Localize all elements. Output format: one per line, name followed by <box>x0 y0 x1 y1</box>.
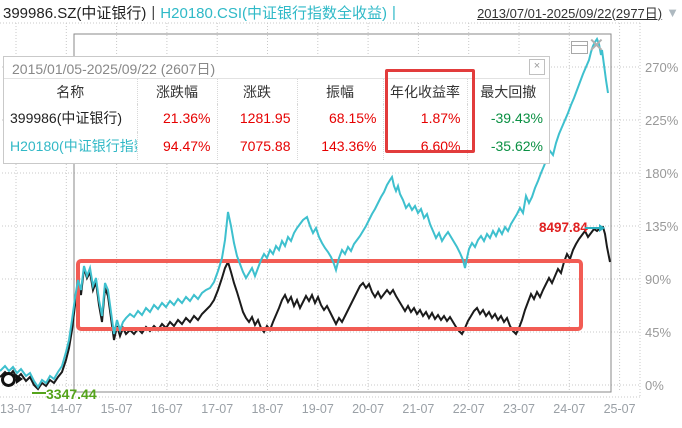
annotation-box <box>76 259 583 331</box>
y-axis-label: 90% <box>645 272 672 287</box>
date-range-picker[interactable]: 2013/07/01-2025/09/22(2977日) ▼ <box>477 3 679 22</box>
peak-arrow-icon <box>599 224 605 232</box>
peak-value-label: 8497.84 <box>539 220 588 235</box>
secondary-symbol-label: H20180.CSI(中证银行指数全收益) <box>160 4 388 22</box>
stat-cell-change: 7075.88 <box>216 132 297 160</box>
stats-panel-title: 2015/01/05-2025/09/22 (2607日) <box>4 57 549 79</box>
stat-cell-max-drawdown: -35.62% <box>466 132 549 160</box>
tooltip-close-icon[interactable]: × <box>529 59 545 75</box>
y-axis-label: 135% <box>645 219 679 234</box>
series-line <box>0 36 609 389</box>
y-axis-label: 45% <box>645 325 672 340</box>
start-value-line <box>32 392 46 394</box>
maximize-icon-bar <box>572 42 587 46</box>
separator: | <box>151 3 156 21</box>
x-axis-label: 17-07 <box>201 402 234 416</box>
x-axis-label: 16-07 <box>150 402 183 416</box>
selection-border <box>73 33 612 393</box>
x-axis-label: 23-07 <box>503 402 535 416</box>
x-axis-label: 15-07 <box>100 402 133 416</box>
x-axis-label: 19-07 <box>301 402 334 416</box>
x-axis-label: 24-07 <box>553 402 586 416</box>
date-range-link[interactable]: 2013/07/01-2025/09/22(2977日) <box>477 5 663 21</box>
stat-column-header: 涨跌幅 <box>136 79 217 104</box>
stat-column-header: 振幅 <box>296 79 383 104</box>
maximize-icon[interactable] <box>571 41 588 54</box>
stat-column-header: 年化收益率 <box>382 79 467 104</box>
y-axis-label: 180% <box>645 166 679 181</box>
stats-panel: 2015/01/05-2025/09/22 (2607日) 名称 涨跌幅 涨跌 振幅年… <box>3 56 550 164</box>
stat-cell-max-drawdown: -39.43% <box>466 104 549 132</box>
separator: | <box>392 3 396 21</box>
primary-symbol-label: 399986.SZ(中证银行) <box>3 4 147 22</box>
x-axis-label: 22-07 <box>452 402 485 416</box>
stat-cell-change: 1281.95 <box>216 104 297 132</box>
x-axis-label: 18-07 <box>251 402 284 416</box>
peak-arrow-line <box>585 227 599 229</box>
y-axis-label: 225% <box>645 113 679 128</box>
range-start-arrow-icon[interactable] <box>16 374 23 384</box>
chevron-down-icon[interactable]: ▼ <box>666 4 679 20</box>
chart-close-icon[interactable]: ✕ <box>588 35 605 57</box>
x-axis-label: 21-07 <box>402 402 435 416</box>
stat-column-header: 涨跌 <box>216 79 297 104</box>
x-axis-label: 14-07 <box>50 402 83 416</box>
x-axis-label: 25-07 <box>603 402 636 416</box>
stat-column-header: 名称 <box>56 84 85 100</box>
x-axis-label: 13-07 <box>0 402 32 416</box>
start-value-label: 3347.44 <box>46 386 97 402</box>
stat-cell-change-pct: 94.47% <box>136 132 217 160</box>
stats-row: 399986(中证银行) 21.36% 1281.95 68.15% 1.87% -39.… <box>4 104 549 132</box>
stat-cell-change-pct: 21.36% <box>136 104 217 132</box>
x-axis-label: 20-07 <box>352 402 385 416</box>
stat-column-header: 最大回撤 <box>466 79 549 104</box>
stat-cell-amplitude: 143.36% <box>296 132 383 160</box>
stat-cell-annualized-return: 1.87% <box>382 104 467 132</box>
y-axis-label: 270% <box>645 60 679 75</box>
y-axis-label: 0% <box>645 378 664 393</box>
stat-cell-name: 399986(中证银行) <box>10 110 123 126</box>
stat-cell-amplitude: 68.15% <box>296 104 383 132</box>
stat-cell-annualized-return: 6.60% <box>382 132 467 160</box>
series-line <box>0 225 611 391</box>
stats-row: H20180(中证银行指数 94.47% 7075.88 143.36% 6.60% -3… <box>4 132 549 160</box>
stats-table: 名称 涨跌幅 涨跌 振幅 年化收益率 最大回撤 399986(中证银行) 21.36% 128… <box>4 79 549 160</box>
header: 399986.SZ(中证银行) | H20180.CSI(中证银行指数全收益) … <box>3 2 679 22</box>
stat-cell-name: H20180(中证银行指数 <box>10 138 137 154</box>
stats-header-row: 名称 涨跌幅 涨跌 振幅 年化收益率 最大回撤 <box>4 79 549 104</box>
range-start-handle-icon[interactable] <box>1 372 16 387</box>
